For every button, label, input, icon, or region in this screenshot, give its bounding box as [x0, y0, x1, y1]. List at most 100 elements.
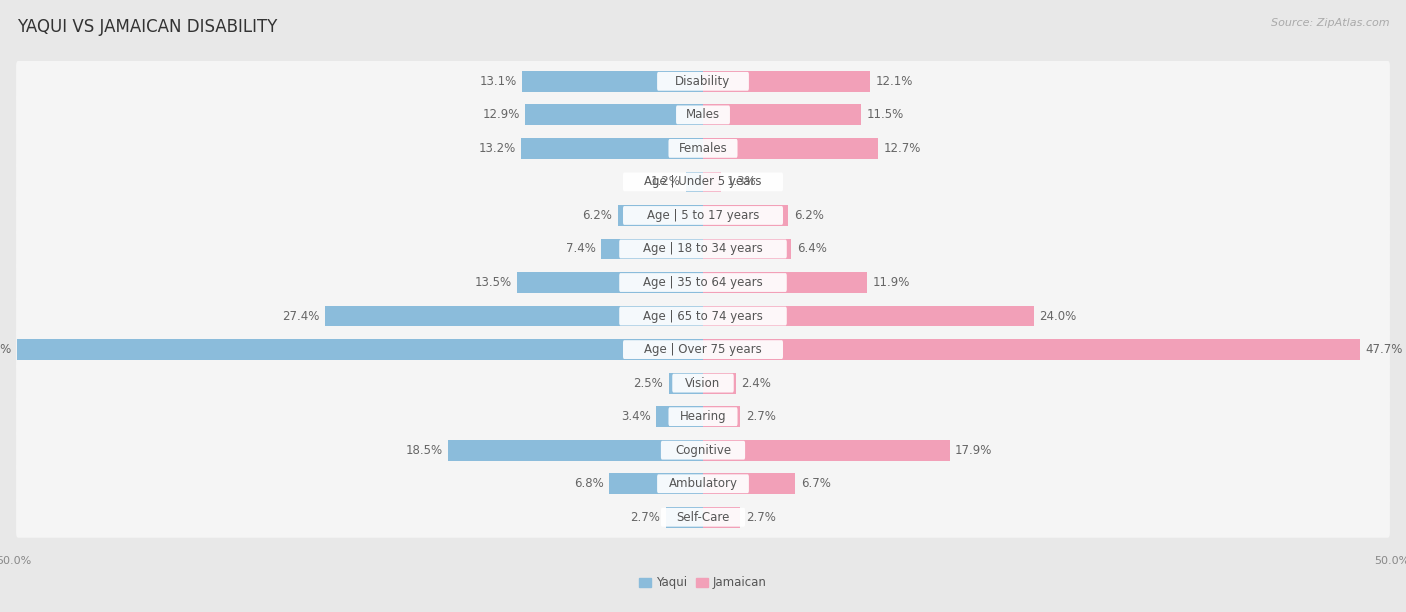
Bar — [617, 205, 703, 226]
Text: 6.2%: 6.2% — [794, 209, 824, 222]
Text: Age | 5 to 17 years: Age | 5 to 17 years — [647, 209, 759, 222]
FancyBboxPatch shape — [619, 273, 787, 292]
Bar — [703, 138, 877, 159]
Bar — [325, 305, 703, 326]
Bar — [609, 473, 703, 494]
Text: Age | Over 75 years: Age | Over 75 years — [644, 343, 762, 356]
Bar — [600, 239, 703, 259]
Bar — [703, 339, 1360, 360]
FancyBboxPatch shape — [672, 374, 734, 392]
Text: Age | Under 5 years: Age | Under 5 years — [644, 176, 762, 188]
Bar — [703, 507, 740, 528]
FancyBboxPatch shape — [15, 162, 1391, 203]
FancyBboxPatch shape — [661, 441, 745, 460]
Text: 11.9%: 11.9% — [873, 276, 910, 289]
Bar — [526, 105, 703, 125]
Bar — [703, 473, 796, 494]
Text: Age | 35 to 64 years: Age | 35 to 64 years — [643, 276, 763, 289]
Text: 2.7%: 2.7% — [630, 511, 661, 524]
FancyBboxPatch shape — [623, 206, 783, 225]
Text: Males: Males — [686, 108, 720, 121]
Text: 11.5%: 11.5% — [868, 108, 904, 121]
Bar — [686, 171, 703, 192]
FancyBboxPatch shape — [15, 195, 1391, 236]
Bar — [703, 440, 949, 461]
Bar — [17, 339, 703, 360]
Text: 27.4%: 27.4% — [283, 310, 321, 323]
Bar — [703, 239, 792, 259]
FancyBboxPatch shape — [15, 262, 1391, 303]
FancyBboxPatch shape — [676, 105, 730, 124]
Text: 6.2%: 6.2% — [582, 209, 612, 222]
Bar — [703, 71, 870, 92]
FancyBboxPatch shape — [15, 128, 1391, 169]
FancyBboxPatch shape — [15, 228, 1391, 269]
FancyBboxPatch shape — [15, 463, 1391, 504]
Text: Disability: Disability — [675, 75, 731, 88]
Bar — [666, 507, 703, 528]
FancyBboxPatch shape — [657, 474, 749, 493]
Text: 24.0%: 24.0% — [1039, 310, 1077, 323]
Bar — [703, 171, 721, 192]
FancyBboxPatch shape — [15, 94, 1391, 135]
FancyBboxPatch shape — [623, 340, 783, 359]
Bar — [703, 272, 868, 293]
Text: 2.4%: 2.4% — [741, 376, 772, 390]
Text: 13.5%: 13.5% — [474, 276, 512, 289]
Text: Age | 18 to 34 years: Age | 18 to 34 years — [643, 242, 763, 255]
Bar — [449, 440, 703, 461]
Bar — [669, 373, 703, 394]
Bar — [703, 373, 737, 394]
FancyBboxPatch shape — [661, 508, 745, 527]
Text: 6.8%: 6.8% — [574, 477, 603, 490]
FancyBboxPatch shape — [15, 329, 1391, 370]
FancyBboxPatch shape — [15, 497, 1391, 538]
Text: 13.2%: 13.2% — [478, 142, 516, 155]
Text: 12.1%: 12.1% — [875, 75, 912, 88]
FancyBboxPatch shape — [657, 72, 749, 91]
Bar — [703, 105, 862, 125]
Text: 17.9%: 17.9% — [955, 444, 993, 457]
Bar — [703, 305, 1033, 326]
FancyBboxPatch shape — [15, 430, 1391, 471]
FancyBboxPatch shape — [668, 407, 738, 426]
Text: 6.4%: 6.4% — [797, 242, 827, 255]
Text: 49.8%: 49.8% — [0, 343, 11, 356]
Text: Cognitive: Cognitive — [675, 444, 731, 457]
Text: 2.7%: 2.7% — [745, 410, 776, 423]
Text: 47.7%: 47.7% — [1365, 343, 1403, 356]
FancyBboxPatch shape — [668, 139, 738, 158]
FancyBboxPatch shape — [15, 61, 1391, 102]
Text: YAQUI VS JAMAICAN DISABILITY: YAQUI VS JAMAICAN DISABILITY — [17, 18, 277, 36]
Text: 1.2%: 1.2% — [651, 176, 681, 188]
Bar — [703, 205, 789, 226]
Text: Self-Care: Self-Care — [676, 511, 730, 524]
Bar — [517, 272, 703, 293]
Text: 13.1%: 13.1% — [479, 75, 517, 88]
FancyBboxPatch shape — [15, 363, 1391, 403]
Bar — [703, 406, 740, 427]
Text: 1.3%: 1.3% — [727, 176, 756, 188]
Text: Ambulatory: Ambulatory — [668, 477, 738, 490]
Text: Source: ZipAtlas.com: Source: ZipAtlas.com — [1271, 18, 1389, 28]
Text: 18.5%: 18.5% — [405, 444, 443, 457]
Text: Females: Females — [679, 142, 727, 155]
Text: 6.7%: 6.7% — [801, 477, 831, 490]
Text: 7.4%: 7.4% — [565, 242, 596, 255]
Text: 2.5%: 2.5% — [633, 376, 664, 390]
Text: 3.4%: 3.4% — [621, 410, 651, 423]
Text: 2.7%: 2.7% — [745, 511, 776, 524]
Bar — [657, 406, 703, 427]
Text: Vision: Vision — [685, 376, 721, 390]
FancyBboxPatch shape — [619, 307, 787, 326]
Legend: Yaqui, Jamaican: Yaqui, Jamaican — [634, 572, 772, 594]
FancyBboxPatch shape — [619, 240, 787, 258]
FancyBboxPatch shape — [623, 173, 783, 192]
Text: 12.7%: 12.7% — [883, 142, 921, 155]
FancyBboxPatch shape — [15, 296, 1391, 337]
FancyBboxPatch shape — [15, 396, 1391, 437]
Bar — [523, 71, 703, 92]
Text: Age | 65 to 74 years: Age | 65 to 74 years — [643, 310, 763, 323]
Text: Hearing: Hearing — [679, 410, 727, 423]
Text: 12.9%: 12.9% — [482, 108, 520, 121]
